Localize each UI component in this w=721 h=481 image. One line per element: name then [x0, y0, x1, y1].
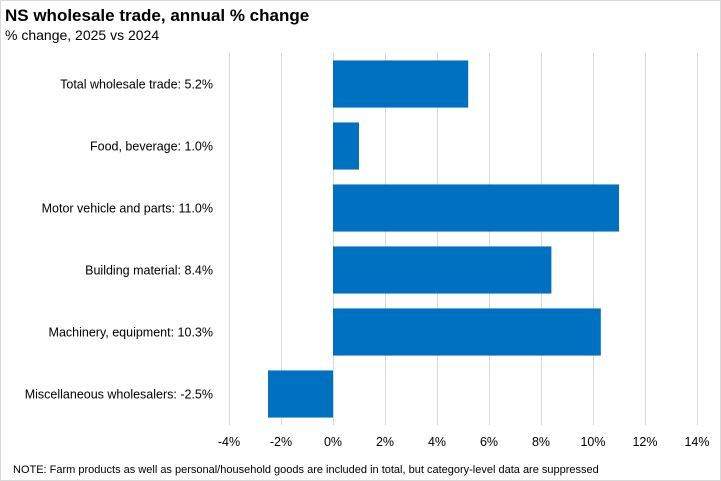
x-tick-label: 12% [632, 435, 657, 449]
x-tick-label: 4% [428, 435, 446, 449]
x-tick-label: 14% [684, 435, 709, 449]
x-tick-label: 6% [480, 435, 498, 449]
bar [333, 122, 359, 170]
x-tick-label: 2% [376, 435, 394, 449]
category-label: Motor vehicle and parts: 11.0% [42, 202, 213, 216]
category-label: Building material: 8.4% [85, 264, 213, 278]
x-tick-label: 10% [580, 435, 605, 449]
x-tick-label: -4% [218, 435, 240, 449]
bar [268, 370, 333, 418]
chart-subtitle: % change, 2025 vs 2024 [5, 27, 160, 43]
category-label: Miscellaneous wholesalers: -2.5% [25, 388, 213, 402]
bar [333, 246, 552, 294]
category-label: Machinery, equipment: 10.3% [49, 326, 213, 340]
bar [333, 308, 601, 356]
chart-title: NS wholesale trade, annual % change [5, 6, 310, 25]
bar [333, 60, 469, 108]
x-tick-label: -2% [270, 435, 292, 449]
chart-note: NOTE: Farm products as well as personal/… [13, 464, 599, 476]
x-tick-label: 0% [324, 435, 342, 449]
category-label: Food, beverage: 1.0% [90, 140, 213, 154]
category-label: Total wholesale trade: 5.2% [60, 78, 213, 92]
x-tick-label: 8% [532, 435, 550, 449]
bar [333, 184, 619, 232]
